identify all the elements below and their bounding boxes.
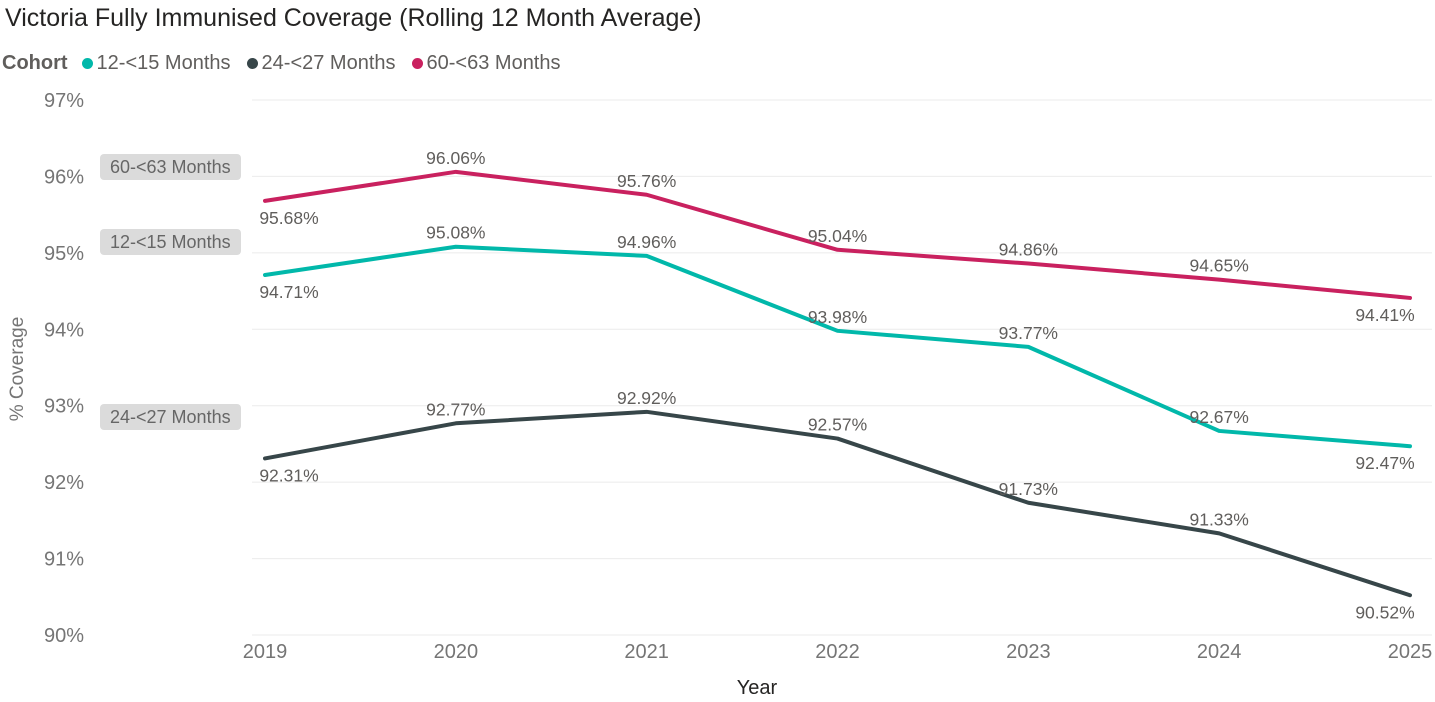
data-label: 92.47% — [1355, 453, 1414, 473]
chart-title: Victoria Fully Immunised Coverage (Rolli… — [5, 4, 702, 32]
data-label: 92.77% — [426, 399, 485, 419]
data-label: 94.41% — [1355, 305, 1414, 325]
legend-item-12-15-months[interactable]: 12-<15 Months — [81, 52, 231, 75]
series-label-pill: 24-<27 Months — [100, 404, 241, 430]
data-label: 94.86% — [999, 240, 1058, 260]
y-axis-tick-label: 92% — [44, 472, 84, 494]
series-line-1[interactable] — [263, 409, 1412, 598]
legend-item-60-63-months[interactable]: 60-<63 Months — [411, 52, 561, 75]
legend-item-label: 24-<27 Months — [261, 52, 396, 74]
data-label: 95.68% — [259, 208, 318, 228]
data-label: 90.52% — [1355, 602, 1414, 622]
x-axis-title: Year — [736, 677, 778, 699]
x-axis-tick-label: 2025 — [1388, 641, 1433, 663]
legend-marker-dark-icon — [246, 58, 258, 69]
data-label: 93.98% — [808, 307, 867, 327]
x-axis-tick-label: 2024 — [1197, 641, 1242, 663]
y-axis-tick-label: 95% — [44, 243, 84, 265]
y-axis-tick-label: 90% — [44, 625, 84, 647]
y-axis-tick-label: 97% — [44, 90, 84, 112]
y-axis-tick-label: 96% — [44, 166, 84, 188]
series-label-pill: 12-<15 Months — [100, 229, 241, 255]
data-label: 94.96% — [617, 232, 676, 252]
series-line-0[interactable] — [263, 244, 1412, 449]
legend-item-label: 60-<63 Months — [426, 52, 561, 74]
x-axis-tick-label: 2021 — [624, 641, 669, 663]
legend-marker-teal-icon — [81, 58, 93, 69]
legend-item-label: 12-<15 Months — [96, 52, 231, 74]
data-label: 92.31% — [259, 465, 318, 485]
data-label: 95.76% — [617, 171, 676, 191]
y-axis-tick-label: 91% — [44, 549, 84, 571]
legend-marker-pink-icon — [411, 58, 423, 69]
series-line-2[interactable] — [263, 169, 1412, 300]
x-axis-tick-label: 2020 — [434, 641, 479, 663]
x-axis-tick-label: 2023 — [1006, 641, 1051, 663]
data-label: 92.57% — [808, 415, 867, 435]
series-label-pill: 60-<63 Months — [100, 154, 241, 180]
y-axis-title: % Coverage — [7, 316, 28, 422]
data-label: 95.04% — [808, 226, 867, 246]
data-label: 95.08% — [426, 223, 485, 243]
y-axis-tick-label: 93% — [44, 396, 84, 418]
data-label: 92.67% — [1189, 407, 1248, 427]
legend-title: Cohort — [2, 52, 68, 74]
data-label: 96.06% — [426, 148, 485, 168]
data-label: 94.65% — [1189, 256, 1248, 276]
y-axis-tick-label: 94% — [44, 319, 84, 341]
x-axis-tick-label: 2022 — [815, 641, 860, 663]
data-label: 91.33% — [1189, 509, 1248, 529]
data-label: 92.92% — [617, 388, 676, 408]
data-label: 93.77% — [999, 323, 1058, 343]
data-label: 91.73% — [999, 479, 1058, 499]
data-label: 94.71% — [259, 282, 318, 302]
legend-item-24-27-months[interactable]: 24-<27 Months — [246, 52, 396, 75]
legend: Cohort 12-<15 Months 24-<27 Months 60-<6… — [2, 52, 577, 75]
x-axis-tick-label: 2019 — [243, 641, 288, 663]
